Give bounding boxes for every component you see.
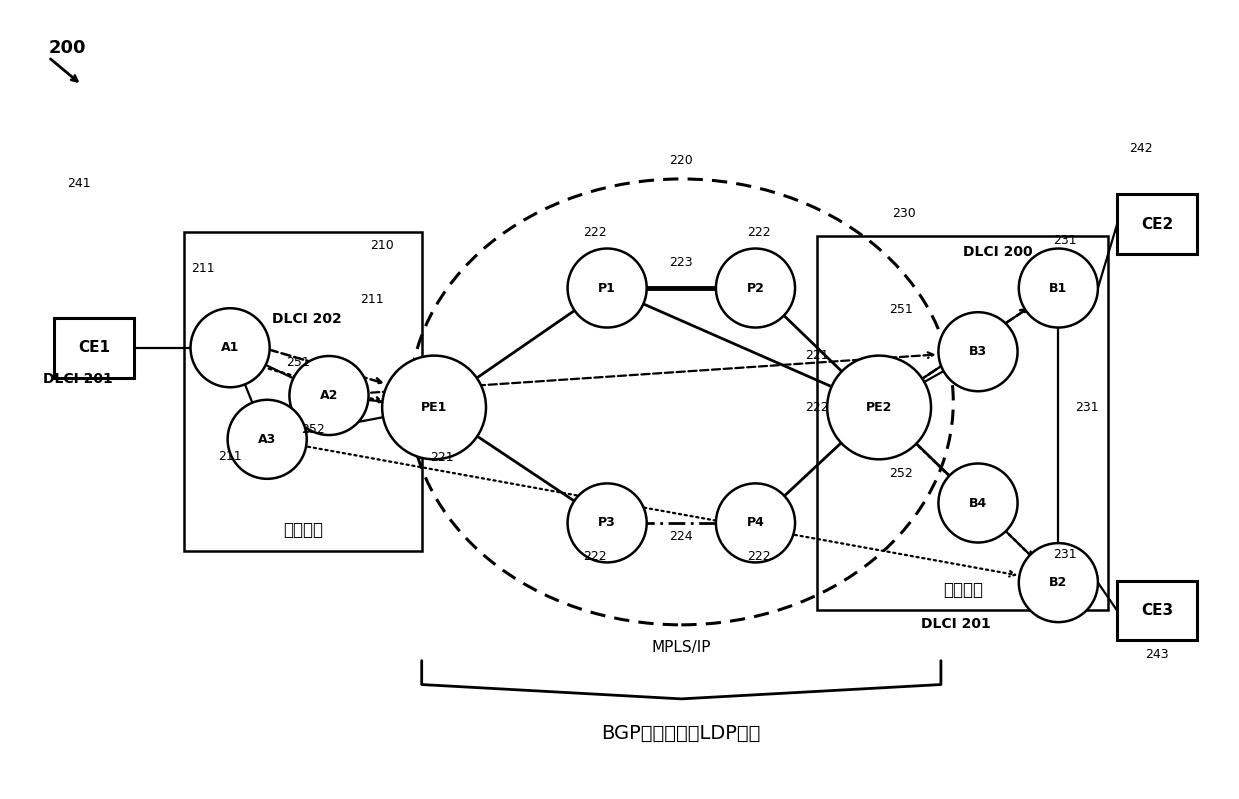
Text: DLCI 201: DLCI 201 (921, 617, 991, 631)
Circle shape (716, 248, 795, 328)
Circle shape (938, 312, 1017, 392)
Text: P2: P2 (747, 281, 764, 295)
Text: 221: 221 (430, 451, 453, 464)
Text: 210: 210 (370, 240, 394, 252)
Bar (55, 318, 134, 378)
Text: 252: 252 (301, 423, 325, 436)
Text: 220: 220 (669, 154, 693, 167)
Circle shape (567, 248, 647, 328)
Text: 251: 251 (890, 303, 913, 316)
Text: 本地业务: 本地业务 (943, 581, 984, 598)
Text: PE1: PE1 (421, 401, 447, 414)
Text: 231: 231 (1075, 401, 1099, 414)
Text: MPLS/IP: MPLS/IP (652, 640, 711, 655)
Text: 222: 222 (747, 550, 771, 562)
Text: 本地业务: 本地业务 (282, 521, 323, 539)
Circle shape (938, 463, 1017, 543)
Text: 224: 224 (669, 530, 693, 543)
Text: 230: 230 (892, 208, 916, 221)
Text: 221: 221 (805, 349, 829, 362)
Bar (1118, 194, 1197, 254)
Text: CE1: CE1 (78, 340, 110, 356)
Circle shape (828, 356, 930, 459)
Text: 211: 211 (361, 293, 384, 307)
Text: DLCI 202: DLCI 202 (271, 312, 342, 326)
Circle shape (382, 356, 486, 459)
Text: P4: P4 (747, 516, 764, 530)
Text: 242: 242 (1130, 142, 1154, 155)
Text: 200: 200 (48, 39, 85, 58)
Text: B1: B1 (1049, 281, 1068, 295)
Text: 231: 231 (1053, 548, 1077, 561)
Text: 222: 222 (584, 226, 607, 239)
Text: 252: 252 (890, 467, 913, 480)
Bar (1118, 581, 1197, 640)
Text: 222: 222 (584, 550, 607, 562)
Text: CE3: CE3 (1141, 603, 1173, 618)
Bar (818, 237, 1108, 610)
Text: 251: 251 (286, 356, 310, 368)
Text: P1: P1 (598, 281, 616, 295)
Text: PE2: PE2 (866, 401, 892, 414)
Text: 223: 223 (669, 256, 693, 269)
Circle shape (567, 483, 647, 562)
Text: B4: B4 (969, 496, 987, 510)
Circle shape (290, 356, 368, 435)
Text: B2: B2 (1049, 576, 1068, 589)
Text: CE2: CE2 (1141, 217, 1173, 232)
Text: A1: A1 (221, 341, 239, 354)
Text: DLCI 201: DLCI 201 (43, 372, 113, 386)
Text: 211: 211 (218, 451, 242, 463)
Text: 211: 211 (191, 261, 214, 275)
Text: 243: 243 (1145, 648, 1170, 661)
Text: 241: 241 (67, 177, 92, 190)
Circle shape (716, 483, 795, 562)
Text: BGP自动发现和LDP信令: BGP自动发现和LDP信令 (602, 725, 761, 743)
Text: 231: 231 (1053, 234, 1077, 247)
Text: P3: P3 (598, 516, 616, 530)
Text: DLCI 200: DLCI 200 (963, 245, 1032, 259)
Text: 222: 222 (805, 401, 829, 414)
Text: B3: B3 (969, 345, 987, 358)
Text: A2: A2 (320, 389, 338, 402)
Circle shape (228, 400, 307, 479)
Text: 222: 222 (747, 226, 771, 239)
Bar (185, 233, 421, 551)
Circle shape (1018, 248, 1098, 328)
Text: A3: A3 (258, 433, 276, 446)
Circle shape (1018, 543, 1098, 622)
Circle shape (191, 308, 270, 388)
